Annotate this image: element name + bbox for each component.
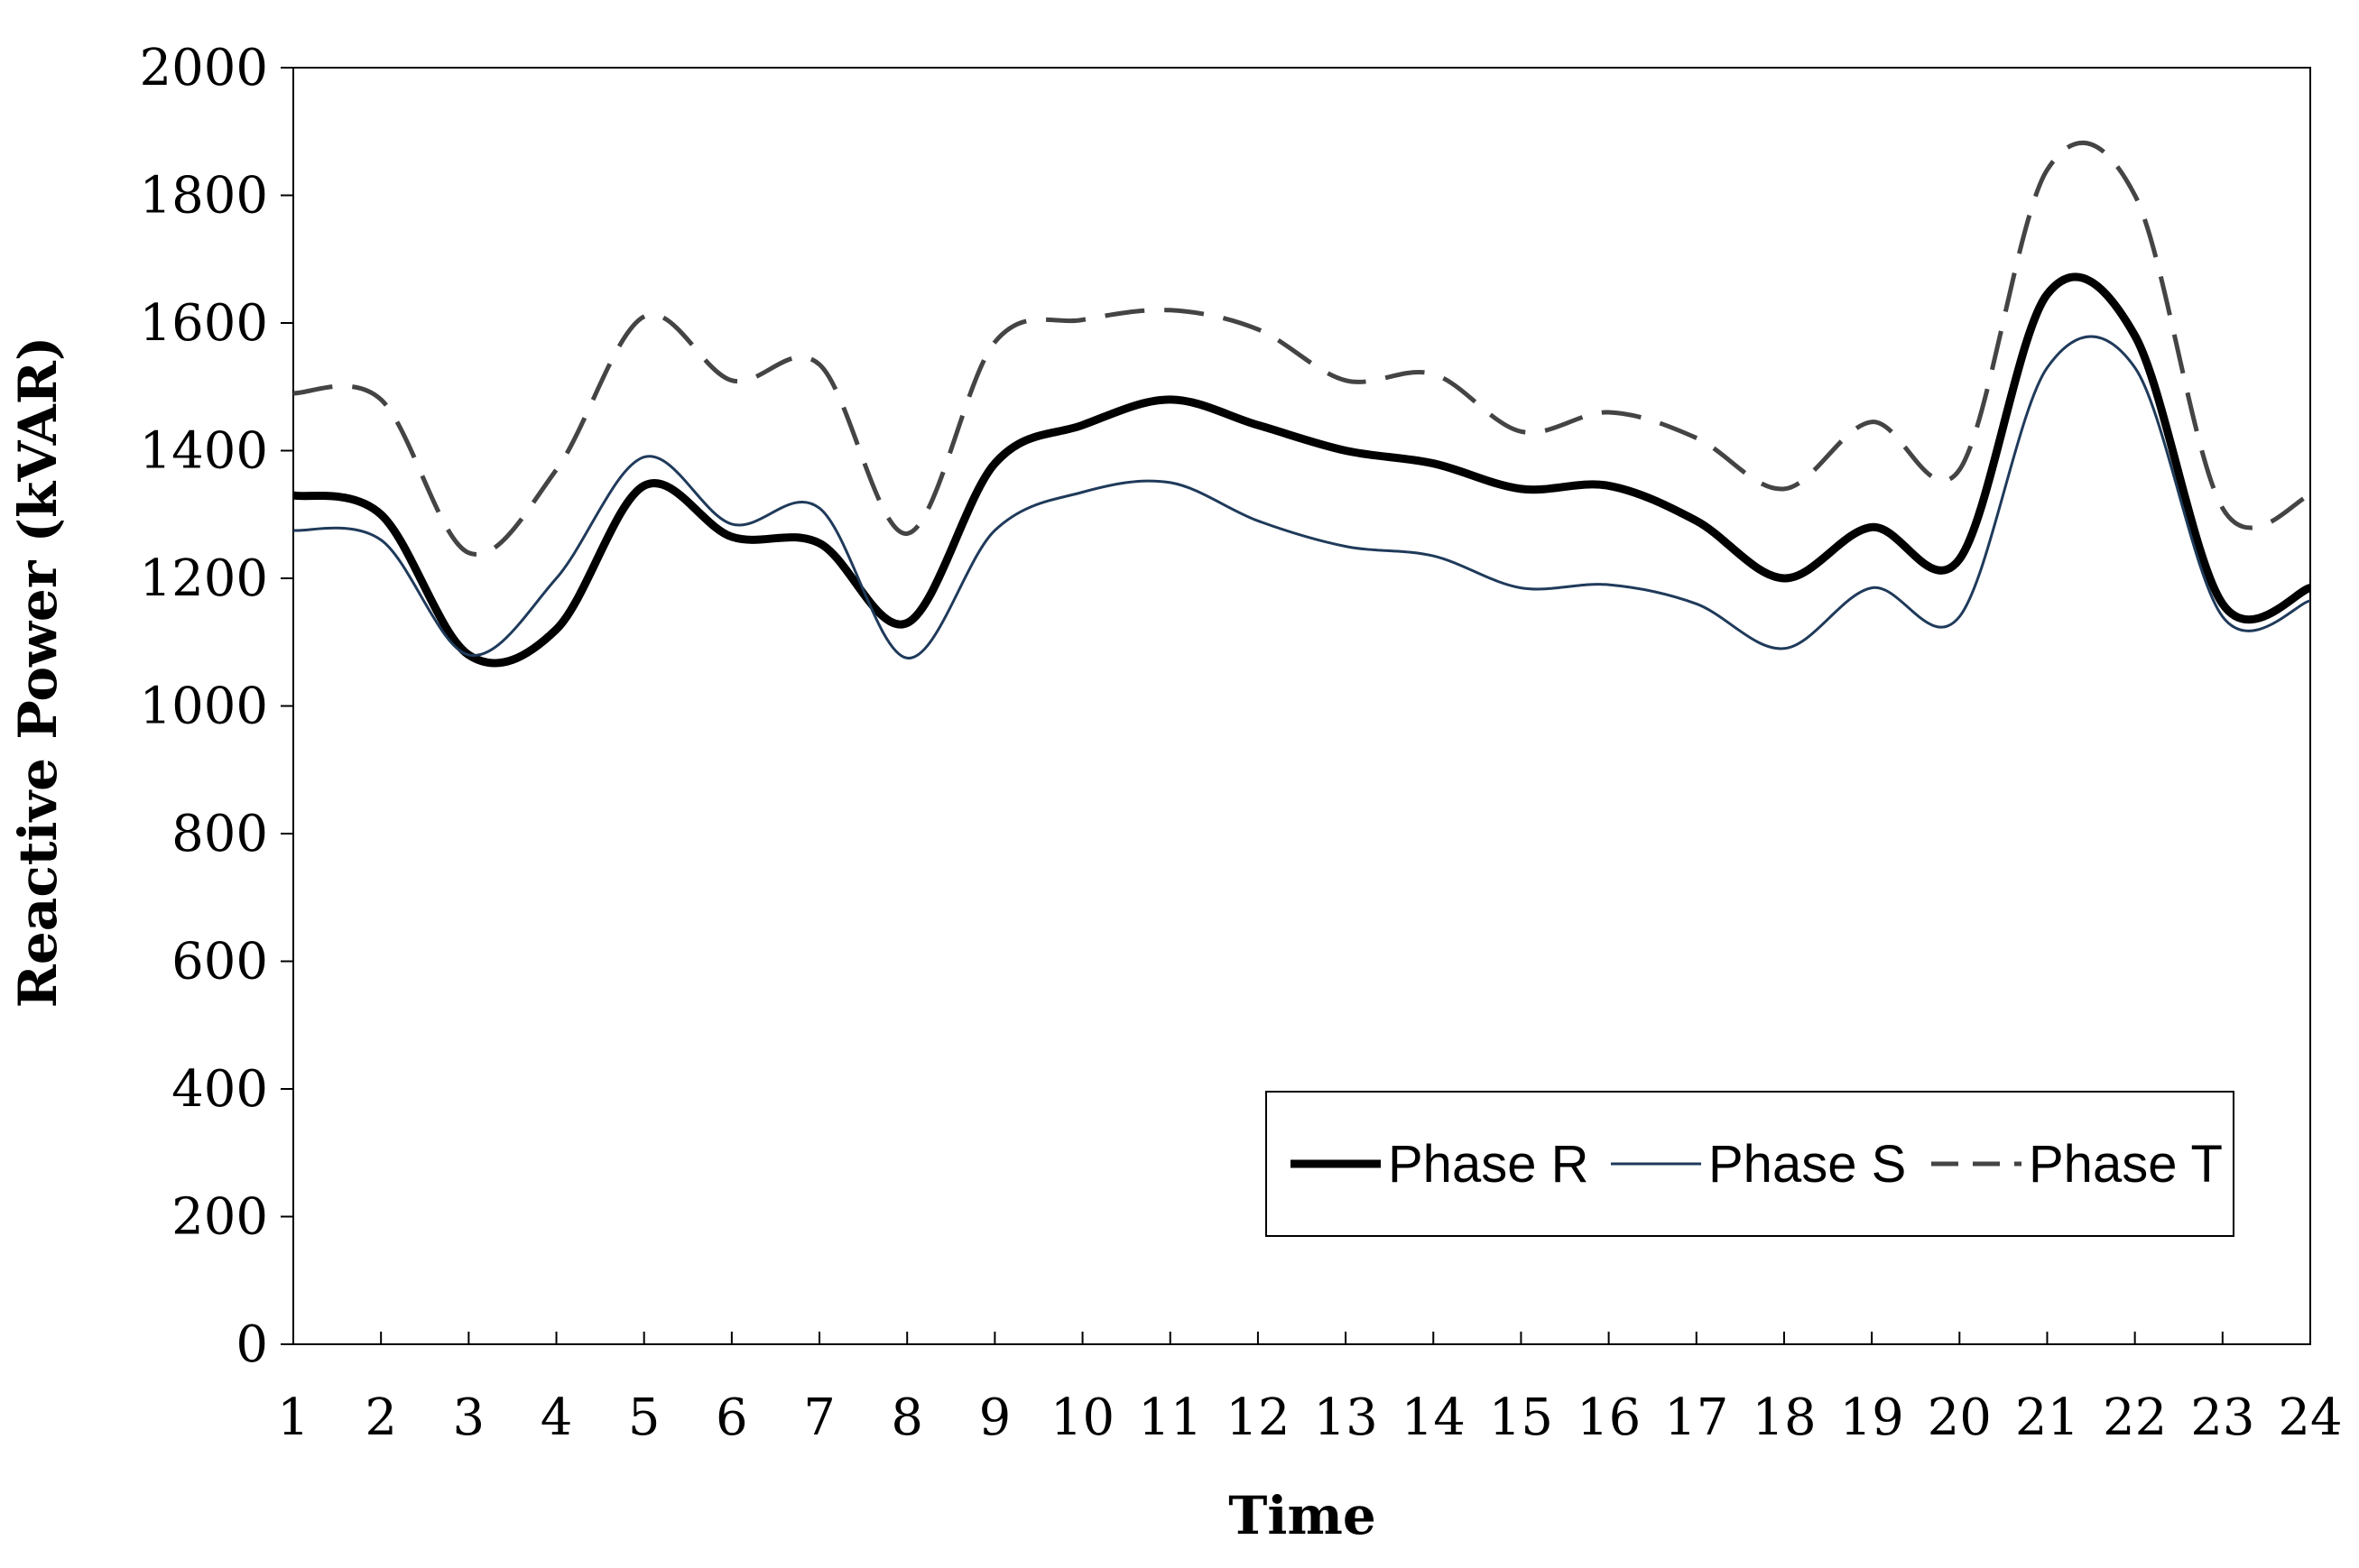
x-tick-label: 8 xyxy=(891,1388,923,1447)
series-line-phase-r xyxy=(292,272,2312,668)
y-tick-label: 0 xyxy=(236,1315,268,1374)
x-tick-label: 5 xyxy=(628,1388,661,1447)
x-tick-label: 14 xyxy=(1402,1388,1466,1447)
x-tick-label: 12 xyxy=(1226,1388,1290,1447)
y-tick-label: 400 xyxy=(171,1060,268,1119)
series-line-phase-s xyxy=(292,335,2311,659)
legend-label: Phase T xyxy=(2029,1135,2223,1194)
x-tick-label: 21 xyxy=(2015,1388,2079,1447)
y-tick-label: 1600 xyxy=(139,294,268,353)
x-tick-label: 1 xyxy=(277,1388,310,1447)
series-group xyxy=(292,140,2312,668)
x-tick-label: 7 xyxy=(803,1388,836,1447)
x-tick-label: 2 xyxy=(365,1388,397,1447)
x-tick-label: 13 xyxy=(1313,1388,1377,1447)
x-tick-label: 18 xyxy=(1752,1388,1816,1447)
y-tick-label: 2000 xyxy=(139,39,268,97)
legend-box xyxy=(1265,1091,2234,1237)
x-tick-label: 19 xyxy=(1839,1388,1903,1447)
legend: Phase R Phase S Phase T xyxy=(1265,1091,2234,1237)
y-tick-label: 1800 xyxy=(139,167,268,226)
series-line-phase-t xyxy=(292,140,2311,557)
x-axis: 1 2 3 4 5 6 7 8 9 10 11 12 13 14 15 16 17 18 19 20 21 22 23 24 xyxy=(277,1332,2343,1447)
x-tick-label: 4 xyxy=(541,1388,573,1447)
x-tick-label: 17 xyxy=(1664,1388,1728,1447)
x-tick-label: 10 xyxy=(1050,1388,1115,1447)
x-axis-title: Time xyxy=(1228,1485,1375,1546)
y-tick-label: 600 xyxy=(171,933,268,992)
x-tick-label: 23 xyxy=(2190,1388,2254,1447)
x-tick-label: 24 xyxy=(2278,1388,2342,1447)
y-tick-label: 800 xyxy=(171,805,268,863)
legend-label: Phase S xyxy=(1708,1135,1906,1194)
x-tick-label: 20 xyxy=(1928,1388,1992,1447)
x-tick-label: 6 xyxy=(716,1388,748,1447)
y-tick-label: 200 xyxy=(171,1188,268,1247)
x-tick-label: 16 xyxy=(1577,1388,1641,1447)
x-tick-label: 3 xyxy=(453,1388,486,1447)
x-tick-label: 9 xyxy=(979,1388,1012,1447)
x-tick-label: 22 xyxy=(2103,1388,2167,1447)
x-tick-label: 15 xyxy=(1489,1388,1553,1447)
legend-label: Phase R xyxy=(1388,1135,1588,1194)
y-axis-title: Reactive Power (kVAR) xyxy=(7,337,69,1009)
y-tick-label: 1000 xyxy=(139,678,268,736)
x-tick-label: 11 xyxy=(1138,1388,1202,1447)
y-tick-label: 1400 xyxy=(139,422,268,481)
y-axis: 0 200 400 600 800 1000 1200 1400 1600 1800 2000 xyxy=(139,39,293,1374)
y-tick-label: 1200 xyxy=(139,549,268,608)
